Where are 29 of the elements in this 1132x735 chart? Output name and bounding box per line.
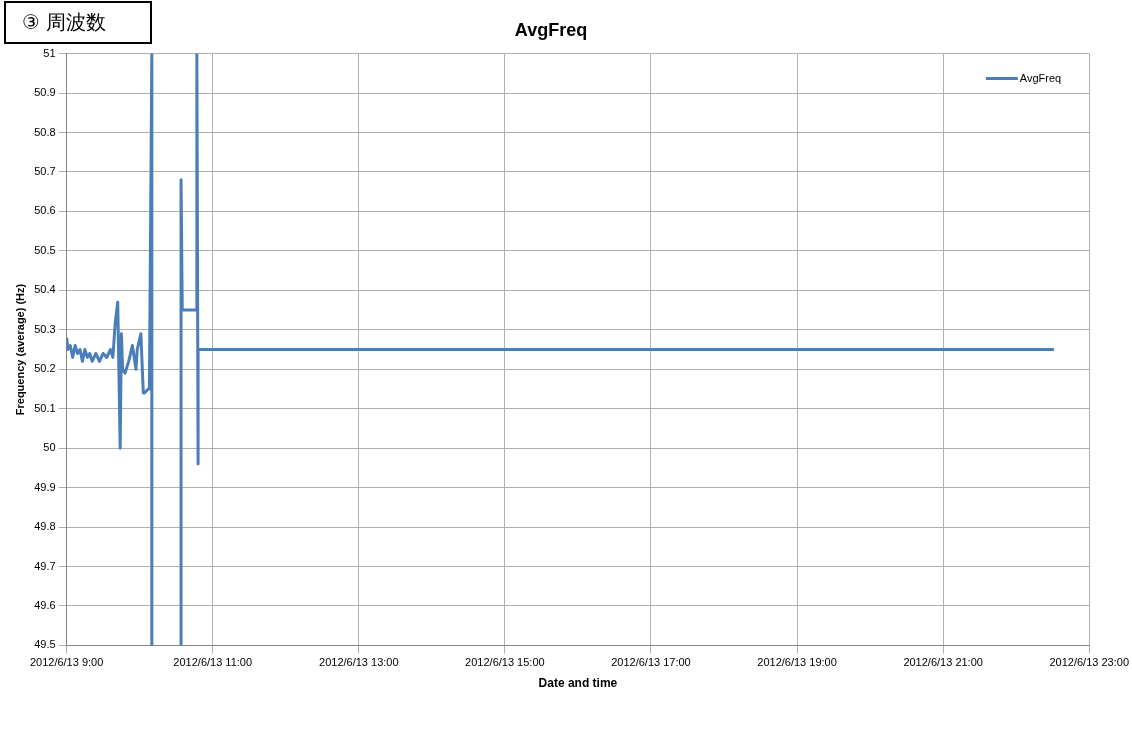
y-tick-label: 49.5 xyxy=(34,638,56,651)
x-tick-label: 2012/6/13 19:00 xyxy=(757,656,837,669)
y-tick-label: 50.4 xyxy=(34,283,56,296)
x-tick-label: 2012/6/13 23:00 xyxy=(1049,656,1130,669)
y-tick-label: 50.2 xyxy=(34,362,56,375)
x-tick-label: 2012/6/13 13:00 xyxy=(319,656,399,669)
y-tick-label: 50.8 xyxy=(34,125,56,138)
y-axis-title: Frequency (average) (Hz) xyxy=(13,283,26,416)
y-tick-label: 51 xyxy=(43,46,56,59)
x-tick-label: 2012/6/13 17:00 xyxy=(611,656,691,669)
x-tick-label: 2012/6/13 11:00 xyxy=(173,656,253,669)
y-tick-label: 49.7 xyxy=(34,559,56,572)
x-tick-label: 2012/6/13 15:00 xyxy=(465,656,545,669)
x-tick-label: 2012/6/13 9:00 xyxy=(29,656,104,669)
y-tick-label: 50.5 xyxy=(34,243,56,256)
chart-title: AvgFreq xyxy=(514,19,588,40)
y-tick-label: 49.8 xyxy=(34,520,56,533)
x-tick-label: 2012/6/13 21:00 xyxy=(903,656,983,669)
y-tick-label: 49.9 xyxy=(34,480,56,493)
legend-label: AvgFreq xyxy=(1019,71,1062,84)
y-tick-label: 50.7 xyxy=(34,164,56,177)
y-tick-label: 50.9 xyxy=(34,86,56,99)
y-tick-label: 50 xyxy=(43,441,56,454)
x-axis-title: Date and time xyxy=(538,676,618,691)
text: ③ 周波数 xyxy=(4,1,153,44)
y-tick-label: 49.6 xyxy=(34,598,56,611)
y-tick-label: 50.1 xyxy=(34,401,56,414)
y-tick-label: 50.3 xyxy=(34,322,56,335)
y-tick-label: 50.6 xyxy=(34,204,56,217)
